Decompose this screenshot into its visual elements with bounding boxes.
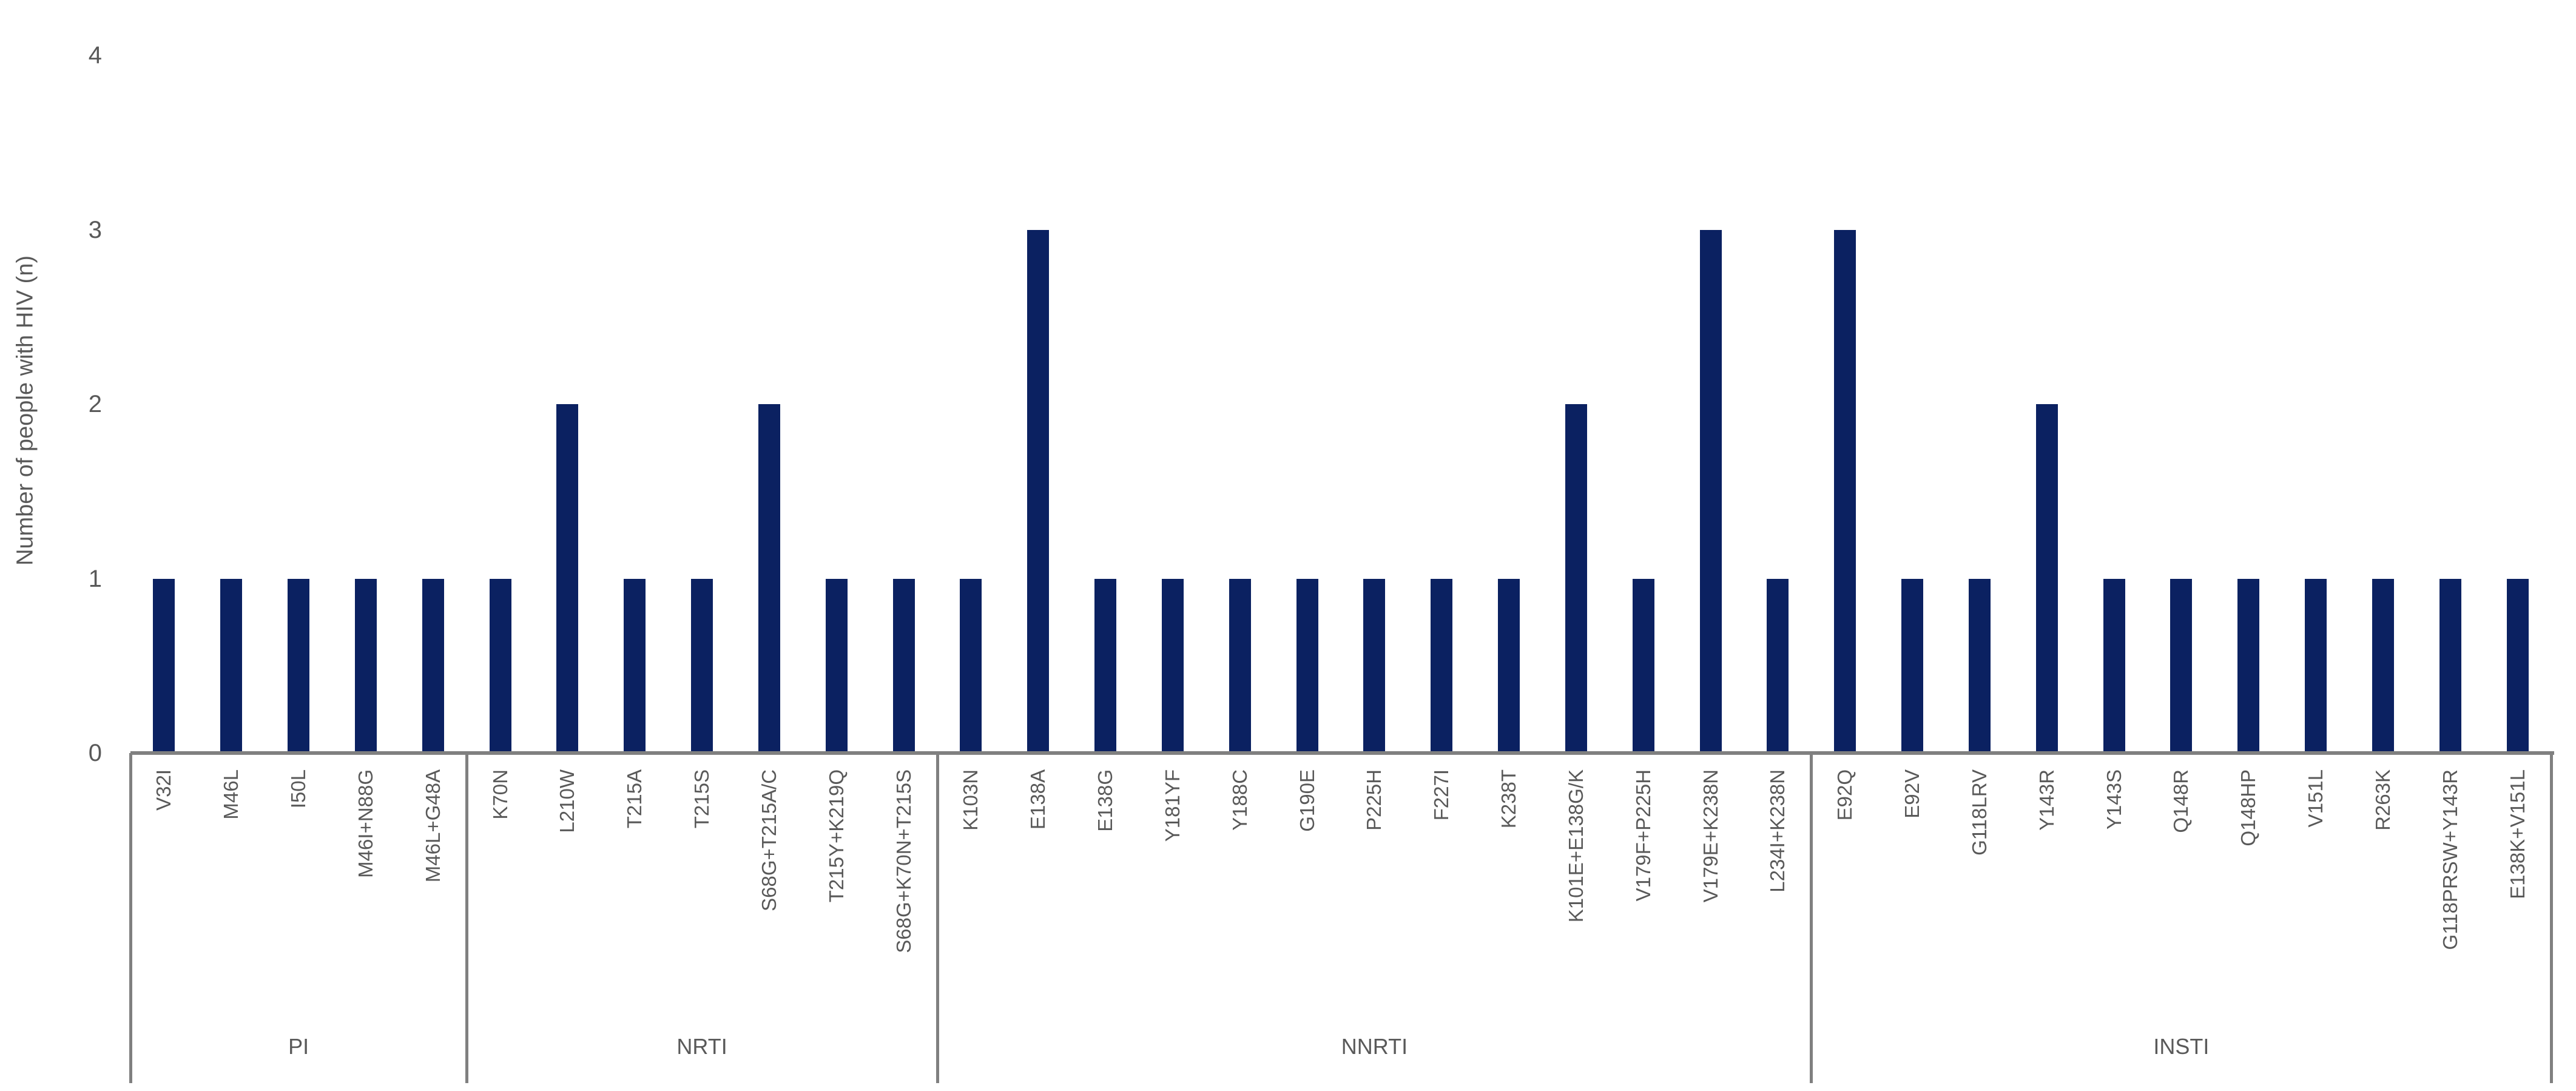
bar — [556, 404, 579, 753]
y-tick-label: 0 — [88, 740, 102, 766]
bar — [624, 578, 646, 753]
bar — [422, 578, 444, 753]
category-label-text: G190E — [1295, 769, 1318, 832]
bar — [691, 578, 713, 753]
category-label-text: V151L — [2304, 769, 2327, 828]
bar — [1094, 578, 1117, 753]
y-tick-label: 3 — [88, 216, 102, 243]
bar — [1161, 578, 1184, 753]
category-label-text: E138K+V151L — [2506, 769, 2529, 899]
category-label-text: G118LRV — [1967, 769, 1991, 856]
x-axis-line — [130, 751, 2554, 755]
bar — [825, 578, 848, 753]
bar — [1431, 578, 1453, 753]
bar — [2506, 578, 2529, 753]
category-label-text: I50L — [287, 769, 310, 809]
group-separator — [1810, 753, 1813, 1083]
bar — [1968, 578, 1991, 753]
category-label-text: V179E+K238N — [1699, 769, 1722, 903]
category-label-text: Y181YF — [1161, 769, 1184, 842]
bar — [1027, 229, 1050, 753]
bar — [2439, 578, 2461, 753]
y-tick-label: 1 — [88, 565, 102, 592]
bar — [960, 578, 982, 753]
category-label-text: Y188C — [1228, 769, 1251, 831]
group-label: INSTI — [2153, 1034, 2210, 1059]
category-label-text: Y143R — [2035, 769, 2058, 831]
bar — [1363, 578, 1386, 753]
bar — [1229, 578, 1251, 753]
category-label-text: V179F+P225H — [1631, 769, 1654, 902]
category-label-text: R263K — [2371, 769, 2394, 831]
bar — [1834, 229, 1856, 753]
group-label: NRTI — [676, 1034, 727, 1059]
category-label-text: T215Y+K219Q — [824, 769, 848, 903]
bar — [354, 578, 377, 753]
y-tick-label: 2 — [88, 391, 102, 417]
category-label-text: M46I+N88G — [354, 769, 377, 878]
category-label-text: L234I+K238N — [1766, 769, 1789, 893]
group-separator — [936, 753, 939, 1083]
category-label-text: F227I — [1430, 769, 1453, 821]
bar — [892, 578, 915, 753]
bar — [1699, 229, 1722, 753]
category-label-text: Q148R — [2170, 769, 2193, 833]
category-label-text: K238T — [1497, 769, 1520, 829]
category-label-text: T215S — [690, 769, 713, 829]
category-label-text: E138G — [1094, 769, 1117, 832]
y-tick-label: 4 — [88, 42, 102, 69]
group-separator — [465, 753, 468, 1083]
category-label-text: S68G+K70N+T215S — [892, 769, 915, 953]
category-label-text: L210W — [556, 769, 579, 833]
category-label-text: E138A — [1027, 769, 1050, 830]
bar — [1901, 578, 1924, 753]
group-label: PI — [288, 1034, 309, 1059]
bar — [2237, 578, 2260, 753]
category-label-text: Q148HP — [2237, 769, 2260, 846]
bar — [2170, 578, 2193, 753]
bar — [489, 578, 511, 753]
group-separator — [2549, 753, 2553, 1083]
category-label-text: M46L — [220, 769, 243, 820]
bar — [2372, 578, 2394, 753]
bar — [2035, 404, 2058, 753]
bar — [288, 578, 310, 753]
category-label-text: Y143S — [2102, 769, 2125, 830]
bar — [1565, 404, 1587, 753]
category-label-text: K101E+E138G/K — [1564, 769, 1587, 923]
bar — [220, 578, 243, 753]
category-label-text: T215A — [623, 769, 646, 829]
category-label-text: M46L+G48A — [421, 769, 444, 883]
category-label-text: E92Q — [1833, 769, 1856, 821]
category-label-text: K70N — [488, 769, 511, 820]
category-label-text: V32I — [152, 769, 175, 811]
category-label-text: K103N — [959, 769, 982, 831]
category-label-text: E92V — [1901, 769, 1924, 819]
bar — [1632, 578, 1654, 753]
bar — [758, 404, 780, 753]
group-separator — [129, 753, 132, 1083]
category-label-text: G118PRSW+Y143R — [2438, 769, 2461, 950]
bar — [2305, 578, 2327, 753]
category-label-text: S68G+T215A/C — [757, 769, 780, 911]
bar — [1767, 578, 1789, 753]
group-label: NNRTI — [1341, 1034, 1408, 1059]
bar — [153, 578, 175, 753]
category-label-text: P225H — [1363, 769, 1386, 831]
bar — [1296, 578, 1318, 753]
bar — [2103, 578, 2125, 753]
bar — [1498, 578, 1520, 753]
